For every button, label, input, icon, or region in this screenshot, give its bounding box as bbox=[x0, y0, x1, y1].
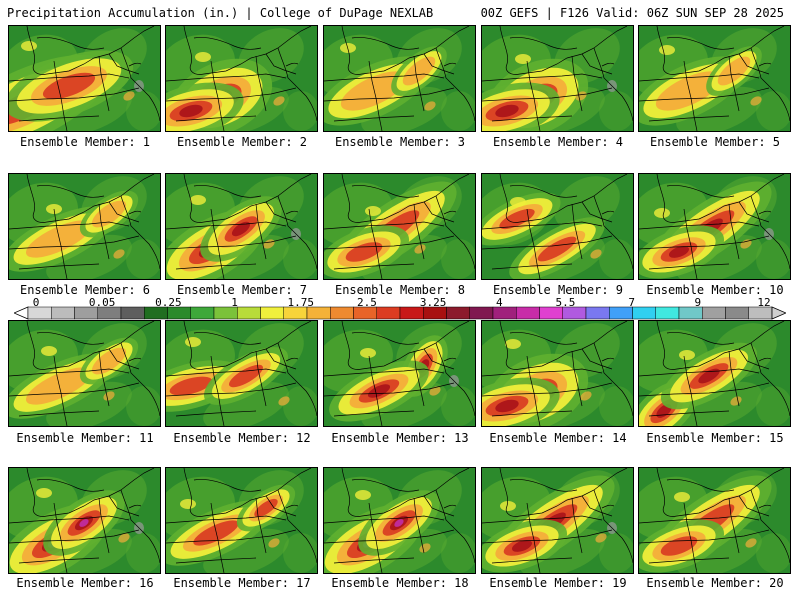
ensemble-member-label: Ensemble Member: 8 bbox=[334, 283, 466, 297]
colorbar-swatch bbox=[260, 306, 284, 320]
colorbar-tick-label: 7 bbox=[628, 296, 635, 309]
colorbar-swatch bbox=[655, 306, 680, 320]
ensemble-member-map bbox=[481, 173, 634, 280]
colorbar-swatch bbox=[190, 306, 215, 320]
ensemble-member-label: Ensemble Member: 14 bbox=[489, 431, 627, 445]
colorbar-swatch bbox=[632, 306, 656, 320]
colorbar-tick-label: 4 bbox=[495, 296, 503, 309]
ensemble-member-label: Ensemble Member: 19 bbox=[489, 576, 627, 590]
ensemble-member-map bbox=[481, 320, 634, 427]
colorbar-swatch bbox=[725, 306, 749, 320]
colorbar-swatch bbox=[330, 306, 354, 320]
ensemble-member-label: Ensemble Member: 9 bbox=[492, 283, 624, 297]
ensemble-member-label: Ensemble Member: 12 bbox=[173, 431, 311, 445]
ensemble-member-map bbox=[323, 320, 476, 427]
colorbar-swatch bbox=[27, 306, 52, 320]
ensemble-member-map bbox=[638, 320, 791, 427]
colorbar-right-arrow bbox=[771, 306, 786, 320]
colorbar-swatch bbox=[376, 306, 401, 320]
colorbar-swatch bbox=[237, 306, 261, 320]
ensemble-member-map bbox=[8, 320, 161, 427]
colorbar-swatch bbox=[702, 306, 726, 320]
colorbar-swatch bbox=[51, 306, 75, 320]
ensemble-member-label: Ensemble Member: 1 bbox=[19, 135, 151, 149]
ensemble-member-map bbox=[165, 467, 318, 574]
ensemble-member-label: Ensemble Member: 7 bbox=[176, 283, 308, 297]
colorbar-tick-label: 9 bbox=[694, 296, 702, 309]
ensemble-member-map bbox=[481, 467, 634, 574]
ensemble-member-map bbox=[638, 467, 791, 574]
colorbar-tick-label: 12 bbox=[757, 296, 771, 309]
ensemble-member-map bbox=[8, 467, 161, 574]
colorbar bbox=[14, 306, 786, 320]
colorbar-tick-label: 0 bbox=[32, 296, 40, 309]
ensemble-member-label: Ensemble Member: 5 bbox=[649, 135, 781, 149]
ensemble-member-label: Ensemble Member: 4 bbox=[492, 135, 624, 149]
ensemble-member-label: Ensemble Member: 6 bbox=[19, 283, 151, 297]
colorbar-swatch bbox=[469, 306, 494, 320]
colorbar-swatch bbox=[446, 306, 470, 320]
ensemble-member-label: Ensemble Member: 13 bbox=[331, 431, 469, 445]
ensemble-member-label: Ensemble Member: 20 bbox=[646, 576, 784, 590]
colorbar-tick-label: 1.75 bbox=[287, 296, 314, 309]
ensemble-member-label: Ensemble Member: 3 bbox=[334, 135, 466, 149]
ensemble-member-map bbox=[8, 173, 161, 280]
ensemble-member-map bbox=[323, 467, 476, 574]
colorbar-left-arrow bbox=[14, 306, 29, 320]
ensemble-member-map bbox=[638, 173, 791, 280]
title-right: 00Z GEFS | F126 Valid: 06Z SUN SEP 28 20… bbox=[480, 6, 784, 20]
ensemble-member-map bbox=[165, 25, 318, 132]
ensemble-member-label: Ensemble Member: 15 bbox=[646, 431, 784, 445]
colorbar-tick-label: 2.5 bbox=[356, 296, 377, 309]
ensemble-member-map bbox=[8, 25, 161, 132]
ensemble-member-map bbox=[165, 320, 318, 427]
ensemble-member-map bbox=[481, 25, 634, 132]
ensemble-member-label: Ensemble Member: 18 bbox=[331, 576, 469, 590]
colorbar-tick-label: 0.25 bbox=[155, 296, 182, 309]
ensemble-member-label: Ensemble Member: 10 bbox=[646, 283, 784, 297]
colorbar-tick-label: 0.05 bbox=[88, 296, 116, 309]
colorbar-tick-label: 3.25 bbox=[419, 296, 447, 309]
colorbar-swatch bbox=[516, 306, 540, 320]
ensemble-member-label: Ensemble Member: 11 bbox=[16, 431, 154, 445]
ensemble-member-label: Ensemble Member: 2 bbox=[176, 135, 308, 149]
ensemble-member-label: Ensemble Member: 16 bbox=[16, 576, 154, 590]
ensemble-member-label: Ensemble Member: 17 bbox=[173, 576, 311, 590]
title-left: Precipitation Accumulation (in.) | Colle… bbox=[7, 6, 434, 20]
colorbar-swatch bbox=[120, 306, 145, 320]
colorbar-tick-label: 1 bbox=[231, 296, 238, 309]
ensemble-member-map bbox=[323, 25, 476, 132]
ensemble-member-map bbox=[165, 173, 318, 280]
colorbar-tick-label: 5.5 bbox=[555, 296, 576, 309]
ensemble-member-map bbox=[323, 173, 476, 280]
ensemble-member-map bbox=[638, 25, 791, 132]
colorbar-swatch bbox=[585, 306, 610, 320]
